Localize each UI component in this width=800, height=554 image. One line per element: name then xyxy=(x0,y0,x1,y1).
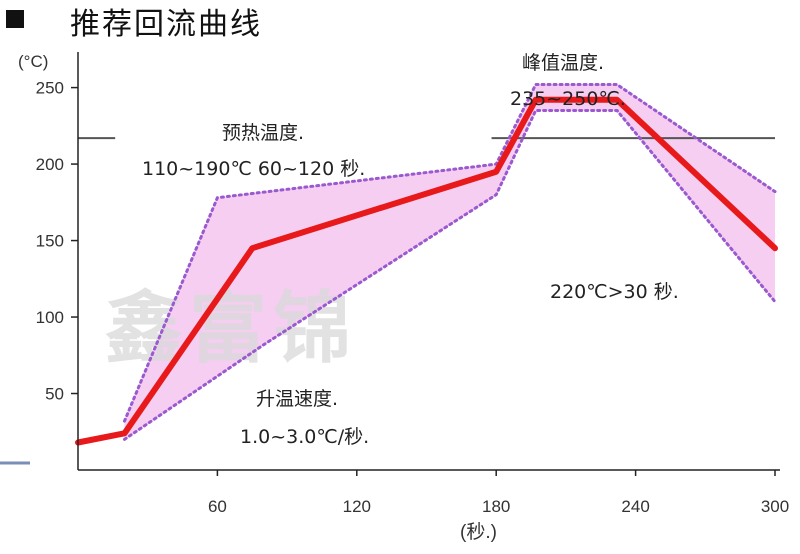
x-tick-label: 120 xyxy=(343,497,371,516)
y-tick-label: 250 xyxy=(36,79,64,98)
axes-group xyxy=(71,52,780,476)
title-bullet-icon xyxy=(6,10,24,28)
tolerance-band xyxy=(124,84,775,440)
annotation-ramp-title: 升温速度. xyxy=(256,388,338,410)
tolerance-band-fill xyxy=(124,84,775,440)
y-tick-label: 200 xyxy=(36,155,64,174)
annotation-peak-range: 235~250℃. xyxy=(510,88,626,110)
annotation-ramp-rate: 1.0~3.0℃/秒. xyxy=(240,426,369,448)
y-tick-label: 100 xyxy=(36,308,64,327)
annotations-group: 预热温度. 110~190℃ 60~120 秒. 峰值温度. 235~250℃.… xyxy=(142,52,679,448)
annotation-preheat-range: 110~190℃ 60~120 秒. xyxy=(142,158,365,180)
watermark-group: 鑫富锦 xyxy=(105,284,357,374)
series-group xyxy=(75,83,778,446)
y-axis-label: (°C) xyxy=(18,52,48,71)
lower-bound-line xyxy=(123,109,777,441)
watermark-text: 鑫富锦 xyxy=(105,284,357,374)
x-tick-label: 240 xyxy=(621,497,649,516)
annotation-peak-title: 峰值温度. xyxy=(522,52,604,74)
y-tick-label: 150 xyxy=(36,232,64,251)
annotation-preheat-title: 预热温度. xyxy=(222,122,304,144)
y-tick-label: 50 xyxy=(45,385,64,404)
annotation-above-220: 220℃>30 秒. xyxy=(550,281,679,303)
upper-bound-line xyxy=(123,83,777,423)
chart-title: 推荐回流曲线 xyxy=(70,7,262,42)
tick-labels-group: 50 100 150 200 250 60 120 180 240 300 xyxy=(36,79,790,516)
x-axis-label: (秒.) xyxy=(460,521,497,543)
x-tick-label: 180 xyxy=(482,497,510,516)
x-tick-label: 60 xyxy=(208,497,227,516)
x-tick-label: 300 xyxy=(761,497,789,516)
reflow-profile-line xyxy=(75,96,778,446)
